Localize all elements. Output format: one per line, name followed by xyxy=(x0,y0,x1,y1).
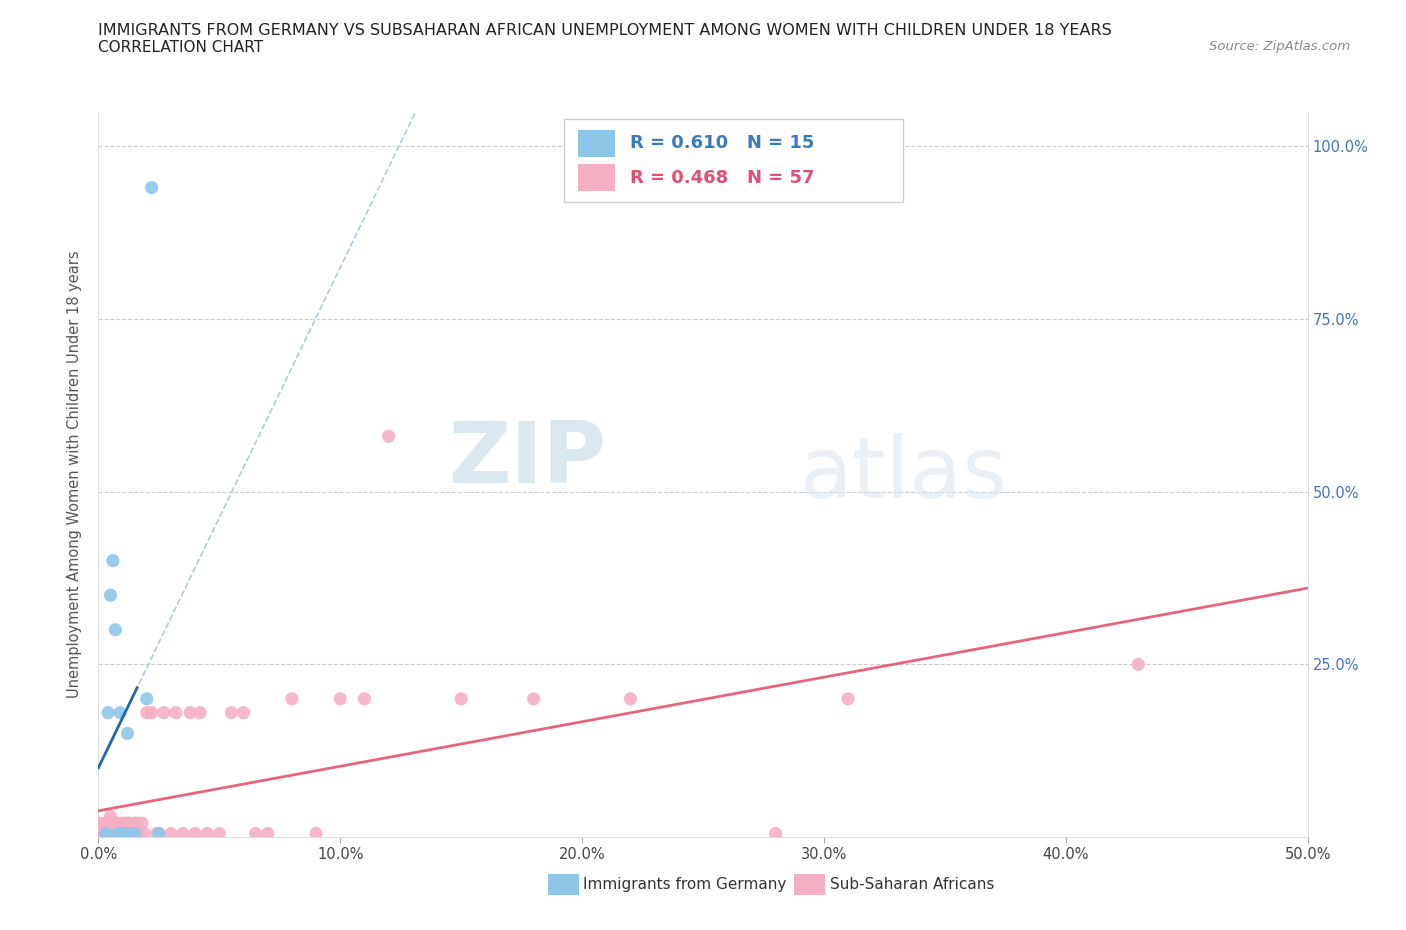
Point xyxy=(124,826,146,841)
Point xyxy=(135,691,157,706)
Text: Immigrants from Germany: Immigrants from Germany xyxy=(583,877,787,892)
Text: atlas: atlas xyxy=(800,432,1008,516)
Point xyxy=(619,691,641,706)
Point xyxy=(128,826,150,841)
Point xyxy=(118,826,141,841)
Point xyxy=(101,553,124,568)
Text: Sub-Saharan Africans: Sub-Saharan Africans xyxy=(830,877,994,892)
Point xyxy=(148,826,170,841)
Point xyxy=(114,826,136,841)
Point xyxy=(208,826,231,841)
Point xyxy=(100,588,122,603)
Point xyxy=(245,826,267,841)
Point xyxy=(107,816,129,830)
Point xyxy=(165,705,187,720)
Text: IMMIGRANTS FROM GERMANY VS SUBSAHARAN AFRICAN UNEMPLOYMENT AMONG WOMEN WITH CHIL: IMMIGRANTS FROM GERMANY VS SUBSAHARAN AF… xyxy=(98,23,1112,38)
Point xyxy=(90,816,112,830)
Point xyxy=(104,816,127,830)
Point xyxy=(97,705,120,720)
Point xyxy=(837,691,859,706)
Point xyxy=(281,691,304,706)
Text: R = 0.610   N = 15: R = 0.610 N = 15 xyxy=(630,134,815,152)
Point xyxy=(221,705,243,720)
Point xyxy=(108,826,131,841)
Point xyxy=(104,826,127,841)
Point xyxy=(523,691,546,706)
Point xyxy=(1128,657,1150,671)
Point xyxy=(353,691,375,706)
Point xyxy=(195,826,218,841)
Y-axis label: Unemployment Among Women with Children Under 18 years: Unemployment Among Women with Children U… xyxy=(67,250,83,698)
Point xyxy=(127,816,149,830)
Point xyxy=(101,826,124,841)
Point xyxy=(134,826,156,841)
Point xyxy=(108,705,131,720)
Point xyxy=(100,816,122,830)
Point xyxy=(256,826,278,841)
Bar xyxy=(578,130,614,157)
Point xyxy=(450,691,472,706)
Point xyxy=(141,180,163,195)
Point xyxy=(97,816,120,830)
Point xyxy=(91,826,114,841)
Text: R = 0.468   N = 57: R = 0.468 N = 57 xyxy=(630,168,815,187)
Point xyxy=(117,816,139,830)
Point xyxy=(117,826,139,841)
Point xyxy=(111,826,134,841)
Point xyxy=(131,816,153,830)
Point xyxy=(118,816,141,830)
Point xyxy=(121,826,143,841)
Point xyxy=(111,816,134,830)
Point xyxy=(305,826,328,841)
Point xyxy=(184,826,207,841)
Point xyxy=(97,826,120,841)
Text: CORRELATION CHART: CORRELATION CHART xyxy=(98,40,263,55)
Point xyxy=(100,826,122,841)
Point xyxy=(117,726,139,741)
Point xyxy=(377,429,399,444)
Point xyxy=(111,826,134,841)
FancyBboxPatch shape xyxy=(564,119,903,203)
Point xyxy=(94,826,117,841)
Text: Source: ZipAtlas.com: Source: ZipAtlas.com xyxy=(1209,40,1350,53)
Point xyxy=(124,816,146,830)
Point xyxy=(145,826,167,841)
Point xyxy=(124,826,146,841)
Text: ZIP: ZIP xyxy=(449,418,606,501)
Point xyxy=(232,705,254,720)
Point xyxy=(104,622,127,637)
Point xyxy=(765,826,787,841)
Point xyxy=(107,826,129,841)
Point xyxy=(94,826,117,841)
Point xyxy=(100,809,122,824)
Point xyxy=(152,705,174,720)
Point xyxy=(179,705,201,720)
Point xyxy=(141,705,163,720)
Point xyxy=(94,816,117,830)
Point xyxy=(329,691,352,706)
Bar xyxy=(578,164,614,192)
Point xyxy=(148,826,170,841)
Point xyxy=(160,826,183,841)
Point xyxy=(107,826,129,841)
Point xyxy=(188,705,211,720)
Point xyxy=(135,705,157,720)
Point xyxy=(114,816,136,830)
Point xyxy=(172,826,194,841)
Point xyxy=(101,816,124,830)
